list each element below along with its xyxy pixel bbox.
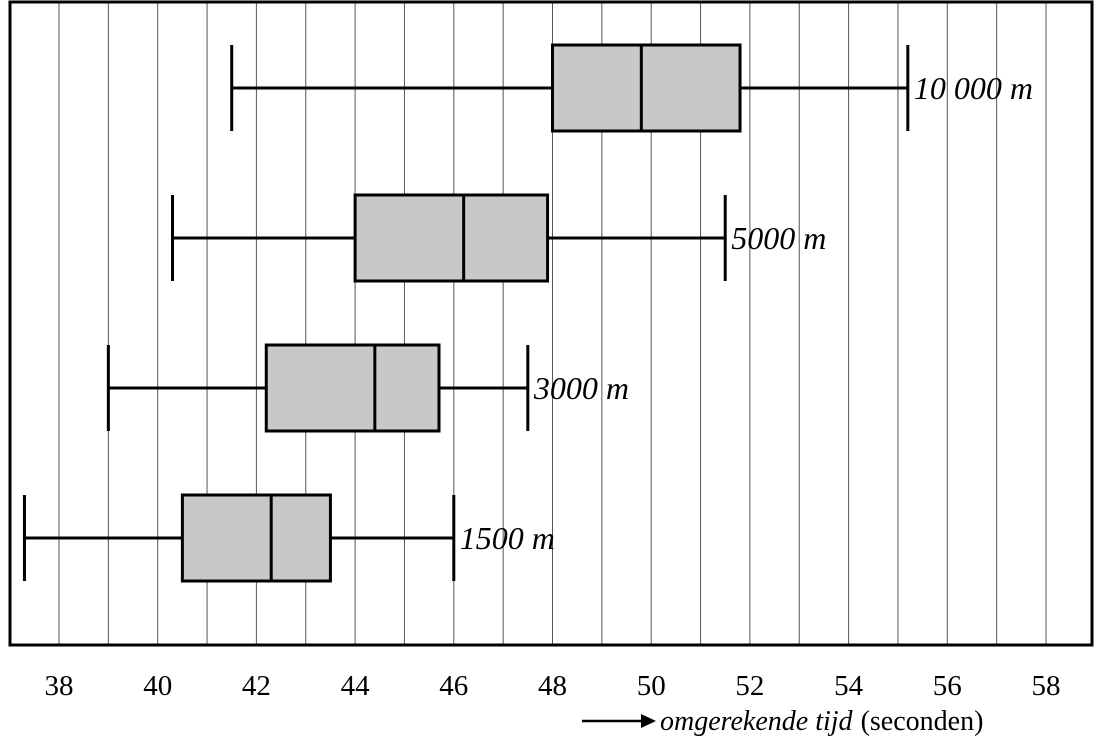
x-tick-label: 46	[439, 670, 468, 702]
x-axis-arrow-head	[641, 714, 656, 728]
x-tick-label: 44	[341, 670, 371, 702]
x-axis-label-unit: (seconden)	[861, 706, 984, 737]
series-label: 1500 m	[460, 520, 555, 556]
boxplot-series: 5000 m	[171, 193, 826, 283]
x-tick-label: 58	[1032, 670, 1061, 702]
series-label: 10 000 m	[914, 70, 1033, 106]
x-axis-label-text: omgerekende tijd (seconden)	[660, 706, 983, 737]
x-tick-labels: 38 40 42 44 46 48 50 52 54 56 58	[45, 670, 1061, 702]
x-axis-label-main: omgerekende tijd	[660, 706, 854, 737]
x-tick-label: 48	[538, 670, 567, 702]
iqr-box	[264, 343, 441, 433]
boxplot-series: 3000 m	[106, 343, 629, 433]
x-tick-label: 38	[45, 670, 74, 702]
x-tick-label: 40	[143, 670, 172, 702]
boxplot-series: 1500 m	[22, 493, 555, 583]
x-axis-label: omgerekende tijd (seconden)	[582, 706, 983, 737]
boxplot-series: 10 000 m	[230, 43, 1033, 133]
plot-frame	[8, 0, 1094, 647]
x-tick-label: 54	[834, 670, 864, 702]
x-tick-label: 56	[933, 670, 962, 702]
x-tick-label: 50	[637, 670, 666, 702]
series-label: 3000 m	[533, 370, 629, 406]
x-tick-label: 52	[735, 670, 764, 702]
series-label: 5000 m	[731, 220, 826, 256]
iqr-box	[551, 43, 742, 133]
iqr-box	[180, 493, 332, 583]
iqr-box	[353, 193, 550, 283]
x-tick-label: 42	[242, 670, 271, 702]
boxplots: 10 000 m 5000 m 3000 m 1500 m	[22, 43, 1033, 583]
